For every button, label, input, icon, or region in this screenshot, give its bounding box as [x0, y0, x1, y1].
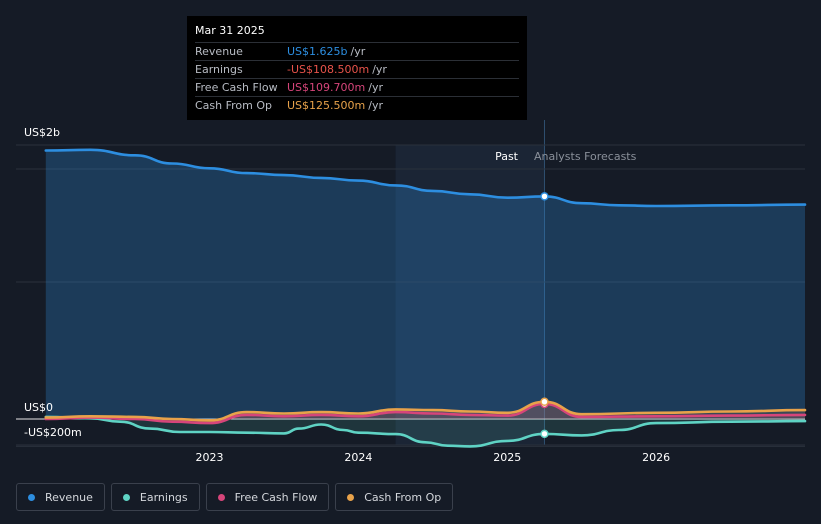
- legend-item-cash-from-op[interactable]: Cash From Op: [335, 483, 454, 511]
- legend-item-free-cash-flow[interactable]: Free Cash Flow: [205, 483, 330, 511]
- revenue-area: [45, 149, 806, 420]
- legend-item-revenue[interactable]: Revenue: [16, 483, 105, 511]
- series-lines: [44, 148, 807, 448]
- tooltip-unit: /yr: [372, 63, 387, 76]
- tooltip-value: US$109.700m: [287, 81, 366, 94]
- earnings-marker: [540, 429, 549, 439]
- tooltip-date: Mar 31 2025: [195, 24, 265, 37]
- y-axis-top-label: US$2b: [24, 126, 60, 139]
- x-tick-label-2026: 2026: [642, 451, 670, 464]
- x-tick-label-2024: 2024: [344, 451, 372, 464]
- revenue-marker: [540, 192, 549, 201]
- legend-label: Revenue: [45, 490, 93, 504]
- earnings-line: [44, 415, 807, 448]
- tooltip-unit: /yr: [368, 99, 383, 112]
- area-fills: [45, 149, 806, 447]
- revenue-line: [44, 148, 807, 208]
- y-axis-bottom-label: -US$200m: [24, 426, 82, 439]
- free-cash-flow-line: [44, 402, 807, 425]
- hover-tooltip: Mar 31 2025 Revenue US$1.625b /yr Earnin…: [187, 16, 527, 120]
- x-tick-label-2025: 2025: [493, 451, 521, 464]
- tooltip-row-revenue: Revenue US$1.625b /yr: [195, 42, 519, 60]
- tooltip-unit: /yr: [350, 45, 366, 58]
- cash-from-op-line: [44, 400, 807, 422]
- legend-label: Earnings: [139, 490, 188, 504]
- legend-dot-icon: [217, 493, 225, 501]
- cash-from-op-marker: [540, 397, 549, 407]
- forecast-label: Analysts Forecasts: [534, 150, 637, 163]
- tooltip-label: Free Cash Flow: [195, 81, 278, 94]
- legend-dot-icon: [347, 493, 355, 501]
- tooltip-value: -US$108.500m: [287, 63, 370, 76]
- past-label: Past: [495, 150, 519, 163]
- series-markers: [540, 192, 549, 439]
- legend-label: Cash From Op: [364, 490, 442, 504]
- legend-dot-icon: [28, 493, 35, 501]
- legend-dot-icon: [122, 493, 130, 501]
- legend-label: Free Cash Flow: [234, 490, 318, 504]
- chart-legend: Revenue Earnings Free Cash Flow Cash Fro…: [16, 483, 454, 511]
- axis-labels: US$2b US$0 -US$200m Past Analysts Foreca…: [24, 126, 637, 439]
- x-tick-label-2023: 2023: [196, 451, 224, 464]
- tooltip-value: US$1.625b: [287, 45, 348, 58]
- tooltip-value: US$125.500m: [287, 99, 366, 112]
- earnings-area: [45, 416, 806, 447]
- tooltip-row-earnings: Earnings -US$108.500m /yr: [195, 60, 519, 78]
- tooltip-label: Revenue: [195, 45, 243, 58]
- tooltip-row-cash-from-op: Cash From Op US$125.500m /yr: [195, 96, 519, 114]
- legend-item-earnings[interactable]: Earnings: [110, 483, 200, 511]
- tooltip-row-free-cash-flow: Free Cash Flow US$109.700m /yr: [195, 78, 519, 96]
- x-axis-ticks: 2023 2024 2025 2026: [196, 451, 671, 464]
- y-axis-zero-label: US$0: [24, 401, 53, 414]
- tooltip-label: Earnings: [195, 63, 243, 76]
- tooltip-unit: /yr: [368, 81, 383, 94]
- tooltip-label: Cash From Op: [195, 99, 273, 112]
